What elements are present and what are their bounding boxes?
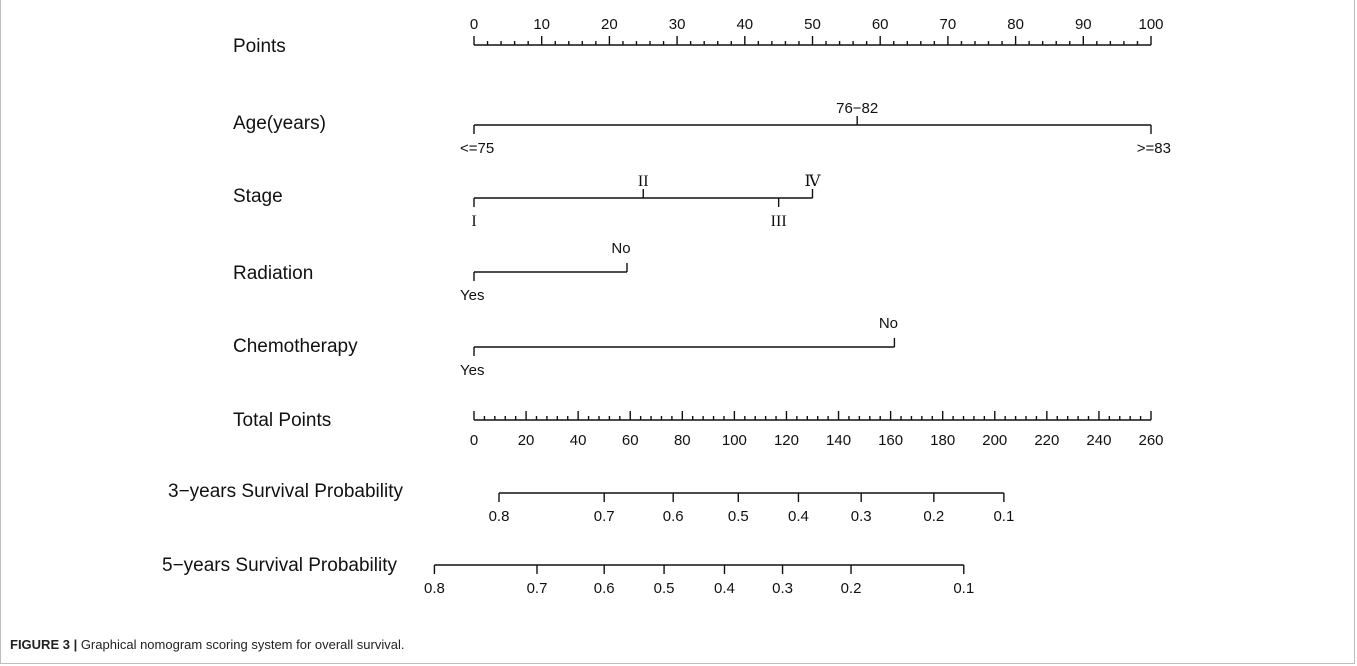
3-year-survival-tick-label-0-3: 0.3 [851, 508, 872, 525]
3-year-survival-tick-label-0-5: 0.5 [728, 508, 749, 525]
3-year-survival-tick-label-0-1: 0.1 [993, 508, 1014, 525]
3-year-survival-row-label: 3−years Survival Probability [168, 481, 403, 502]
age-years-row-label: Age(years) [233, 113, 326, 134]
5-year-survival-tick-label-0-5: 0.5 [654, 580, 675, 597]
total-points-tick-label-40: 40 [570, 432, 587, 449]
5-year-survival-tick-label-0-6: 0.6 [594, 580, 615, 597]
total-points-tick-label-20: 20 [518, 432, 535, 449]
points-tick-label-70: 70 [940, 16, 957, 33]
total-points-tick-label-120: 120 [774, 432, 799, 449]
5-year-survival-tick-label-0-4: 0.4 [714, 580, 735, 597]
points-tick-label-80: 80 [1007, 16, 1024, 33]
stage-level-label-iii: III [771, 213, 787, 230]
points-tick-label-20: 20 [601, 16, 618, 33]
figure-caption: FIGURE 3 | Graphical nomogram scoring sy… [10, 637, 404, 652]
3-year-survival-tick-label-0-8: 0.8 [489, 508, 510, 525]
age-years-level-label-75: <=75 [460, 140, 494, 157]
chemotherapy-level-label-no: No [879, 315, 898, 332]
5-year-survival-tick-label-0-2: 0.2 [841, 580, 862, 597]
total-points-tick-label-160: 160 [878, 432, 903, 449]
points-tick-label-10: 10 [533, 16, 550, 33]
stage-level-label-i: I [471, 213, 476, 230]
points-tick-label-90: 90 [1075, 16, 1092, 33]
points-tick-label-100: 100 [1138, 16, 1163, 33]
points-tick-label-30: 30 [669, 16, 686, 33]
chemotherapy-level-label-yes: Yes [460, 362, 484, 379]
total-points-tick-label-80: 80 [674, 432, 691, 449]
total-points-tick-label-220: 220 [1034, 432, 1059, 449]
3-year-survival-tick-label-0-2: 0.2 [923, 508, 944, 525]
age-years-level-label-76-82: 76−82 [836, 100, 878, 117]
age-years-level-label-83: >=83 [1137, 140, 1171, 157]
total-points-tick-label-100: 100 [722, 432, 747, 449]
stage-level-label-l3: Ⅳ [805, 173, 822, 190]
chemotherapy-row-label: Chemotherapy [233, 336, 358, 357]
radiation-row-label: Radiation [233, 263, 313, 284]
total-points-tick-label-200: 200 [982, 432, 1007, 449]
caption-label: FIGURE 3 | [10, 637, 78, 652]
total-points-row-label: Total Points [233, 410, 331, 431]
radiation-level-label-yes: Yes [460, 287, 484, 304]
stage-row-label: Stage [233, 186, 283, 207]
total-points-tick-label-60: 60 [622, 432, 639, 449]
5-year-survival-tick-label-0-7: 0.7 [527, 580, 548, 597]
total-points-tick-label-260: 260 [1138, 432, 1163, 449]
total-points-tick-label-0: 0 [470, 432, 478, 449]
stage-level-label-ii: II [638, 173, 649, 190]
5-year-survival-tick-label-0-3: 0.3 [772, 580, 793, 597]
5-year-survival-row-label: 5−years Survival Probability [162, 555, 397, 576]
points-tick-label-60: 60 [872, 16, 889, 33]
3-year-survival-tick-label-0-6: 0.6 [663, 508, 684, 525]
5-year-survival-tick-label-0-1: 0.1 [953, 580, 974, 597]
points-row-label: Points [233, 36, 286, 57]
points-tick-label-50: 50 [804, 16, 821, 33]
caption-text: Graphical nomogram scoring system for ov… [77, 637, 405, 652]
points-tick-label-40: 40 [736, 16, 753, 33]
points-tick-label-0: 0 [470, 16, 478, 33]
5-year-survival-tick-label-0-8: 0.8 [424, 580, 445, 597]
total-points-tick-label-180: 180 [930, 432, 955, 449]
total-points-tick-label-240: 240 [1086, 432, 1111, 449]
nomogram-chart: Points 0 10 20 30 40 50 60 70 80 90 100 Age(years) <=… [162, 16, 1171, 597]
3-year-survival-tick-label-0-7: 0.7 [594, 508, 615, 525]
radiation-level-label-no: No [611, 240, 630, 257]
3-year-survival-tick-label-0-4: 0.4 [788, 508, 809, 525]
total-points-tick-label-140: 140 [826, 432, 851, 449]
